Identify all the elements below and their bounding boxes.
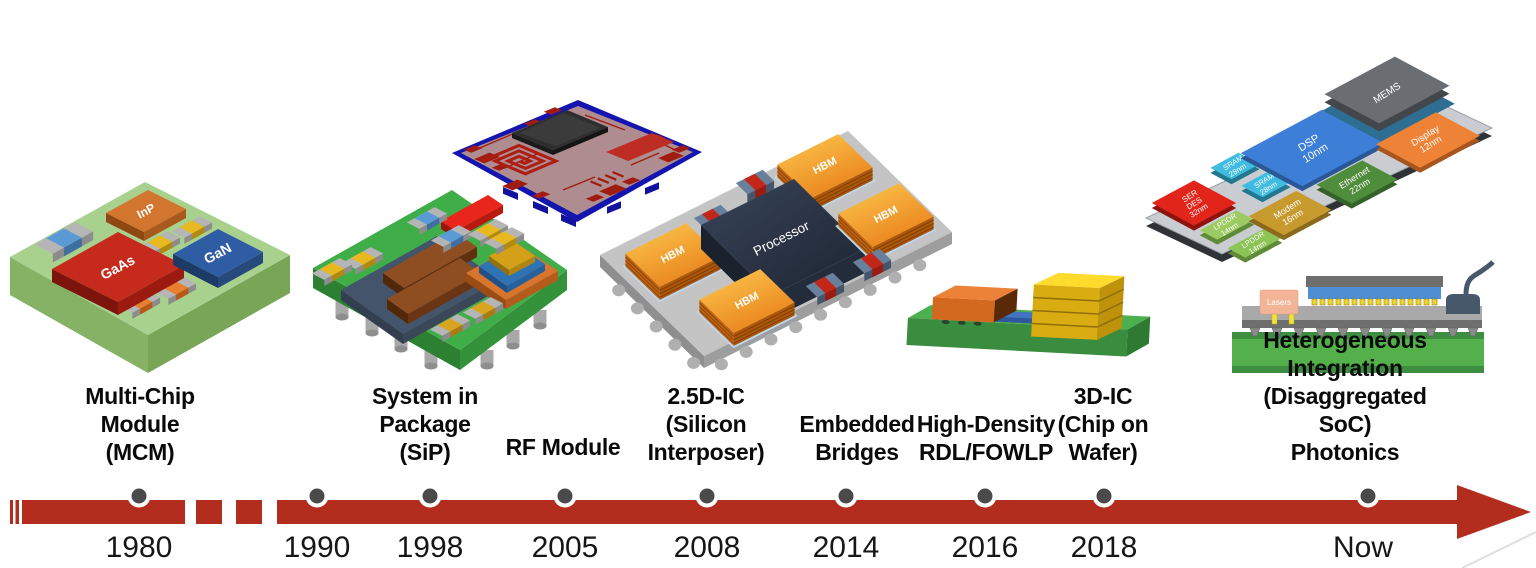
photonics-interposer bbox=[1242, 306, 1482, 337]
chiplet-serdes: SER DES 32nm bbox=[1151, 180, 1237, 231]
interposer-bumps bbox=[612, 259, 927, 371]
timeline-break-dash bbox=[196, 500, 222, 524]
sip-capacitor-yellow bbox=[342, 247, 384, 275]
milestone-label-heterogeneous: Heterogeneous Integration (Disaggregated… bbox=[1263, 327, 1427, 465]
sip-capacitor-gold bbox=[429, 314, 471, 342]
rf-black-chip bbox=[512, 110, 608, 155]
photonics-fiber-connector bbox=[1446, 260, 1495, 314]
year-label-2018: 2018 bbox=[1070, 531, 1138, 564]
timeline bbox=[10, 484, 1536, 568]
sip-capacitor-gold bbox=[462, 297, 504, 325]
decorative-line bbox=[1461, 531, 1536, 568]
sip-capacitor-yellow bbox=[311, 258, 353, 286]
timeline-dot-2016 bbox=[973, 484, 997, 508]
sip-capacitor-blue bbox=[430, 225, 472, 253]
chiplet-display: Display 12nm bbox=[1376, 112, 1480, 173]
sip-capacitor-yellow bbox=[483, 227, 525, 255]
illustration-photonics: Lasers bbox=[1232, 260, 1495, 373]
mcm-capacitor-blue bbox=[34, 222, 94, 263]
illustration-sip bbox=[311, 190, 567, 370]
photonics-laser-module: Lasers bbox=[1259, 289, 1299, 325]
milestone-label-rf-module: RF Module bbox=[505, 434, 621, 460]
illustration-mcm: GaAs InP GaN bbox=[10, 182, 290, 373]
mcm-capacitor-yellow bbox=[171, 216, 213, 244]
rf-comb-capacitor bbox=[590, 170, 624, 188]
chiplet-mems: MEMS bbox=[1319, 56, 1455, 145]
sip-stacked-chip bbox=[466, 242, 558, 309]
year-label-2016: 2016 bbox=[951, 531, 1019, 564]
timeline-dot-2018 bbox=[1092, 484, 1116, 508]
mcm-capacitor-orange bbox=[155, 277, 197, 305]
illustration-2-5d-ic: Processor HBM HBM HBM HBM bbox=[600, 131, 952, 371]
year-label-2008: 2008 bbox=[673, 531, 741, 564]
milestone-label-3d-ic: 3D-IC (Chip on Wafer) bbox=[1057, 383, 1149, 465]
timeline-dot-1990 bbox=[305, 484, 329, 508]
sip-capacitor-blue bbox=[406, 207, 448, 235]
sip-chip-brown bbox=[387, 258, 481, 324]
timeline-break-dash bbox=[236, 500, 262, 524]
milestone-label-mcm: Multi-Chip Module (MCM) bbox=[85, 383, 195, 465]
year-label-1998: 1998 bbox=[396, 531, 464, 564]
illustration-rf-module bbox=[452, 100, 702, 227]
timeline-dots bbox=[127, 484, 1380, 508]
chiplet-dsp: DSP 10nm bbox=[1240, 109, 1384, 192]
year-label-2014: 2014 bbox=[812, 531, 880, 564]
timeline-dot-now bbox=[1356, 484, 1380, 508]
milestone-label-2-5d-ic: 2.5D-IC (Silicon Interposer) bbox=[647, 383, 765, 465]
milestone-label-rdl-fowlp: High-Density RDL/FOWLP bbox=[916, 411, 1056, 465]
timeline-dot-2008 bbox=[695, 484, 719, 508]
mcm-chip-gan: GaN bbox=[173, 229, 263, 288]
timeline-dot-1980 bbox=[127, 484, 151, 508]
chiplet-ethernet: Ethernet 22nm bbox=[1316, 160, 1398, 209]
fowlp-memory-stack bbox=[1031, 272, 1125, 340]
mcm-chip-gaas: GaAs bbox=[52, 232, 184, 315]
timeline-dot-2014 bbox=[834, 484, 858, 508]
chip-label-lasers: Lasers bbox=[1267, 298, 1291, 307]
photonics-chip bbox=[1306, 276, 1443, 306]
year-label-now: Now bbox=[1332, 531, 1394, 564]
year-label-1980: 1980 bbox=[105, 531, 173, 564]
mcm-chip-inp: InP bbox=[106, 190, 186, 241]
milestone-label-embedded-bridges: Embedded Bridges bbox=[799, 411, 915, 465]
milestone-label-sip: System in Package (SiP) bbox=[372, 383, 478, 465]
timeline-arrowhead bbox=[1457, 485, 1531, 539]
timeline-arrow bbox=[10, 485, 1531, 539]
photonics-pcb bbox=[1232, 332, 1484, 373]
timeline-dot-2005 bbox=[553, 484, 577, 508]
year-label-2005: 2005 bbox=[531, 531, 599, 564]
mcm-capacitor-yellow bbox=[139, 231, 181, 259]
illustration-fowlp bbox=[906, 272, 1151, 357]
rf-traces bbox=[474, 114, 678, 191]
timeline-dot-1998 bbox=[418, 484, 442, 508]
year-label-1990: 1990 bbox=[283, 531, 351, 564]
rf-spiral-inductor bbox=[480, 143, 560, 176]
photonics-bumps bbox=[1249, 327, 1479, 337]
illustration-chiplets: MEMS SER DES 32nm SRAM 28nm SRAM 28nm LP… bbox=[1144, 56, 1494, 263]
rf-red-component bbox=[606, 133, 674, 161]
fowlp-orange-chip bbox=[931, 285, 1018, 323]
photonics-microbumps bbox=[1311, 298, 1438, 306]
